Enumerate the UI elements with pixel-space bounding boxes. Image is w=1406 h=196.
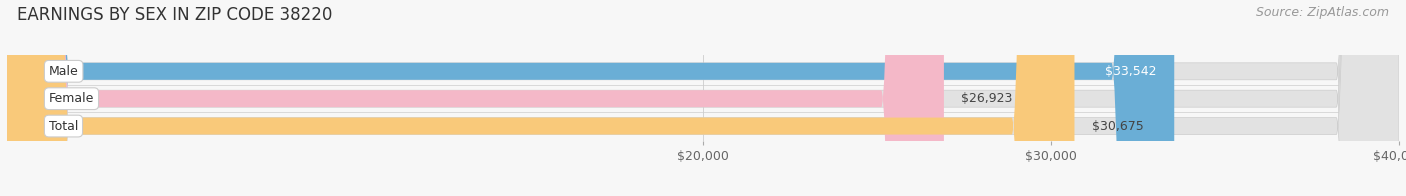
FancyBboxPatch shape [7,0,1174,196]
FancyBboxPatch shape [7,0,1399,196]
Text: EARNINGS BY SEX IN ZIP CODE 38220: EARNINGS BY SEX IN ZIP CODE 38220 [17,6,332,24]
Text: Male: Male [49,65,79,78]
FancyBboxPatch shape [7,0,1399,196]
Text: Female: Female [49,92,94,105]
FancyBboxPatch shape [7,0,1399,196]
FancyBboxPatch shape [7,0,943,196]
Text: $30,675: $30,675 [1092,120,1143,132]
Text: Source: ZipAtlas.com: Source: ZipAtlas.com [1256,6,1389,19]
Text: Total: Total [49,120,79,132]
FancyBboxPatch shape [7,0,1074,196]
Text: $26,923: $26,923 [962,92,1012,105]
Text: $33,542: $33,542 [1105,65,1157,78]
